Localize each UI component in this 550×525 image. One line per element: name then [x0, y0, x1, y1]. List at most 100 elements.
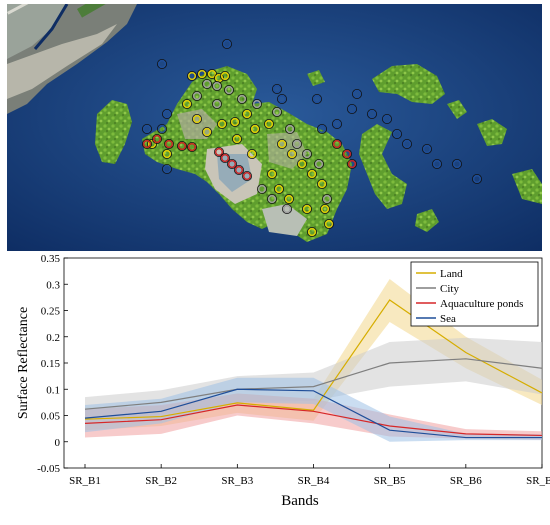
sample-point-outline [283, 193, 294, 204]
sample-point-outline [156, 124, 167, 135]
sample-point-marker [403, 139, 412, 148]
line-aquaculture-ponds [84, 404, 543, 437]
x-tick-label: SR_B6 [450, 475, 482, 487]
sample-point-outline [323, 218, 334, 229]
sample-point-outline [141, 124, 152, 135]
x-tick-label: SR_B2 [145, 475, 177, 487]
sample-point-outline [151, 133, 162, 144]
sample-point-marker [182, 99, 191, 108]
sample-point-outline [211, 81, 222, 92]
sample-point-outline [276, 94, 287, 105]
sample-point-outline [451, 158, 462, 169]
sample-point-outline [241, 109, 252, 120]
sample-point-marker [325, 219, 334, 228]
y-tick-label: -0.05 [37, 463, 60, 475]
sample-point-marker [288, 149, 297, 158]
sample-point-marker [147, 139, 156, 148]
sample-point-outline [391, 129, 402, 140]
legend-box [410, 261, 539, 327]
sample-point-marker [242, 171, 251, 180]
sample-point-outline [196, 69, 207, 80]
sample-point-marker [220, 153, 229, 162]
sample-point-marker [257, 184, 266, 193]
sample-point-outline [273, 183, 284, 194]
sample-point-outline [191, 114, 202, 125]
sample-point-marker [393, 129, 402, 138]
sample-point-outline [381, 114, 392, 125]
sample-point-marker [268, 194, 277, 203]
y-tick-label: 0.05 [41, 411, 61, 423]
x-tick-label: SR_B7 [526, 475, 550, 487]
sample-point-outline [431, 158, 442, 169]
sample-point-marker [368, 109, 377, 118]
sample-point-outline [284, 124, 295, 135]
sample-point-marker [343, 149, 352, 158]
sample-point-outline [191, 91, 202, 102]
sample-point-outline [241, 170, 252, 181]
y-axis-label: Surface Reflectance [16, 307, 31, 419]
y-tick-label: 0 [55, 437, 61, 449]
sample-point-outline [319, 203, 330, 214]
sample-point-outline [161, 148, 172, 159]
sample-point-marker [230, 117, 239, 126]
sample-point-marker [323, 194, 332, 203]
sample-point-outline [186, 71, 197, 82]
y-tick-label: 0.2 [46, 332, 60, 344]
sample-point-marker [232, 134, 241, 143]
legend-label: City [440, 283, 459, 295]
sample-point-outline [221, 39, 232, 50]
sample-point-outline [236, 94, 247, 105]
sample-point-marker [162, 164, 171, 173]
sample-point-marker [283, 204, 292, 213]
sample-point-marker [247, 149, 256, 158]
sample-point-marker [333, 119, 342, 128]
sample-point-marker [275, 184, 284, 193]
sample-point-marker [162, 109, 171, 118]
sample-point-outline [351, 89, 362, 100]
sample-point-marker [268, 169, 277, 178]
line-land [84, 299, 543, 420]
sample-point-marker [227, 159, 236, 168]
sample-point-outline [233, 164, 244, 175]
sample-point-marker [162, 149, 171, 158]
sample-point-marker [315, 159, 324, 168]
sample-point-outline [156, 59, 167, 70]
sample-point-marker [308, 169, 317, 178]
y-tick-label: 0.35 [41, 253, 61, 265]
sample-point-marker [303, 149, 312, 158]
sample-point-outline [229, 117, 240, 128]
sample-point-marker [212, 81, 221, 90]
x-tick-label: SR_B4 [298, 475, 330, 487]
sample-point-marker [142, 124, 151, 133]
sample-point-marker [224, 85, 233, 94]
sample-point-outline [161, 163, 172, 174]
sample-point-marker [214, 147, 223, 156]
sample-point-outline [341, 148, 352, 159]
sample-point-outline [216, 119, 227, 130]
sample-point-outline [421, 143, 432, 154]
legend-label: Land [440, 268, 463, 280]
sample-point-outline [181, 99, 192, 110]
sample-point-outline [306, 226, 317, 237]
chart-panel: -0.05 0 0.05 0.1 0.15 0.2 0.25 0.3 0.35 SR_B1 SR_… [0, 252, 550, 520]
sample-point-outline [296, 158, 307, 169]
sample-point-marker [212, 99, 221, 108]
sample-point-outline [249, 124, 260, 135]
sample-point-outline [346, 158, 357, 169]
sample-point-marker [273, 107, 282, 116]
sample-point-marker [285, 194, 294, 203]
sample-point-marker [242, 109, 251, 118]
sample-point-marker [453, 159, 462, 168]
sample-point-marker [157, 60, 166, 69]
sample-point-outline [246, 148, 257, 159]
sample-point-outline [286, 148, 297, 159]
sample-point-marker [333, 139, 342, 148]
sample-point-outline [219, 71, 230, 82]
sample-point-marker [164, 139, 173, 148]
sample-point-outline [401, 138, 412, 149]
sample-point-outline [213, 146, 224, 157]
sample-point-marker [293, 139, 302, 148]
sample-point-marker [157, 124, 166, 133]
sample-point-outline [331, 138, 342, 149]
